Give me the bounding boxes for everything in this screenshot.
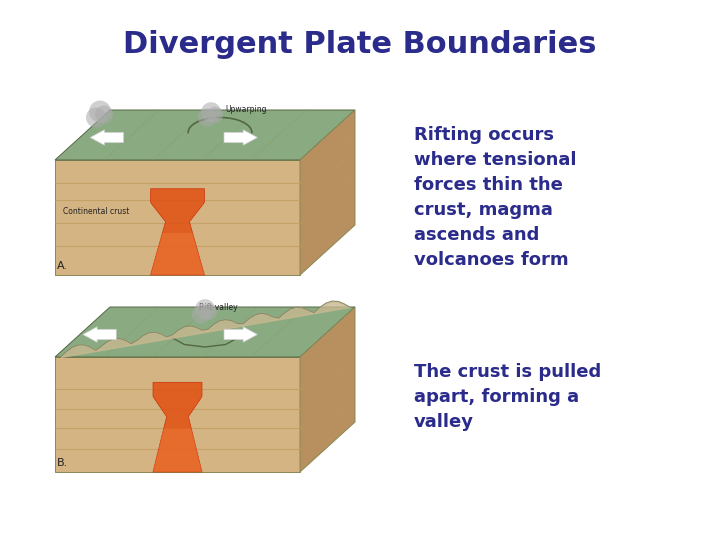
Polygon shape (150, 189, 204, 275)
Text: Continental crust: Continental crust (63, 207, 130, 216)
Circle shape (192, 306, 210, 323)
Circle shape (86, 107, 106, 127)
Polygon shape (153, 428, 202, 472)
Text: Upwarping: Upwarping (225, 105, 266, 114)
Polygon shape (300, 307, 355, 472)
Polygon shape (55, 357, 300, 472)
Polygon shape (55, 110, 355, 160)
Circle shape (201, 102, 221, 122)
Polygon shape (153, 382, 202, 472)
Text: Divergent Plate Boundaries: Divergent Plate Boundaries (123, 30, 597, 59)
Text: The crust is pulled
apart, forming a
valley: The crust is pulled apart, forming a val… (414, 363, 601, 431)
Text: Rift valley: Rift valley (199, 303, 238, 312)
Polygon shape (300, 110, 355, 275)
Text: A.: A. (57, 261, 68, 271)
Polygon shape (55, 307, 355, 357)
FancyArrow shape (224, 327, 258, 342)
FancyArrow shape (224, 130, 258, 145)
Circle shape (207, 107, 223, 123)
FancyArrow shape (90, 130, 124, 145)
Text: Rifting occurs
where tensional
forces thin the
crust, magma
ascends and
volcanoe: Rifting occurs where tensional forces th… (414, 126, 577, 268)
FancyArrow shape (83, 327, 116, 342)
Circle shape (95, 105, 113, 124)
Circle shape (195, 299, 215, 319)
Circle shape (89, 100, 111, 123)
Circle shape (201, 303, 217, 320)
Polygon shape (55, 160, 300, 275)
Polygon shape (150, 233, 204, 275)
Circle shape (198, 109, 216, 126)
Text: B.: B. (57, 458, 68, 468)
